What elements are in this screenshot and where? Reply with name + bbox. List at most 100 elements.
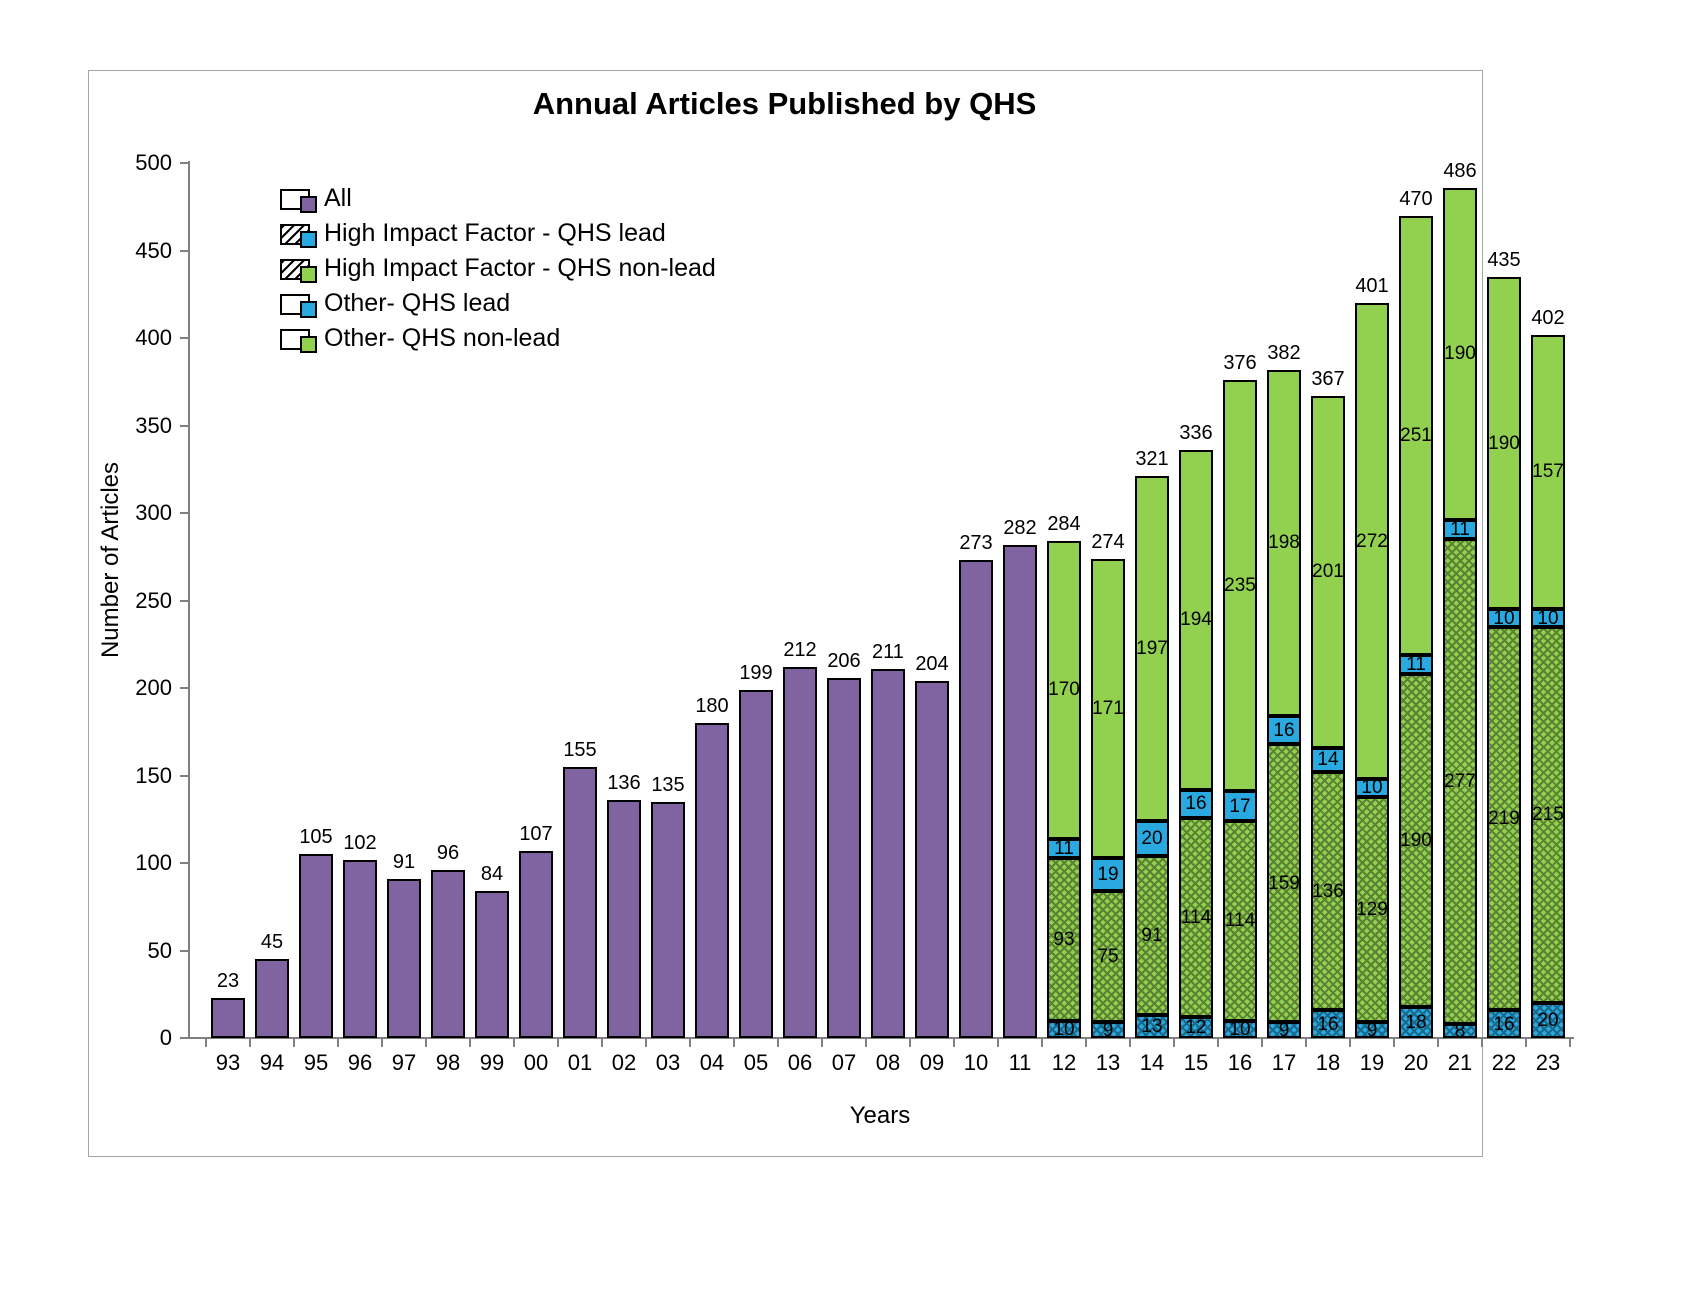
x-axis-tick (205, 1039, 207, 1047)
legend-label: All (324, 184, 352, 212)
x-axis-tick (513, 1039, 515, 1047)
x-axis-tick (953, 1039, 955, 1047)
x-axis-tick (1349, 1039, 1351, 1047)
x-tick-label-08: 08 (875, 1050, 901, 1075)
bar-segment-14-high-impact-factor-qhs-non-lead: 91 (1135, 856, 1169, 1016)
x-tick-label-20: 20 (1403, 1050, 1429, 1075)
bar-total-label-16: 376 (1223, 352, 1257, 374)
segment-value-label: 136 (1312, 880, 1344, 902)
segment-value-label: 14 (1317, 749, 1339, 771)
segment-value-label: 12 (1185, 1017, 1207, 1038)
x-axis-tick (909, 1039, 911, 1047)
y-axis-tick (180, 599, 188, 602)
segment-value-label: 197 (1136, 638, 1168, 660)
x-tick-label-06: 06 (787, 1050, 813, 1075)
bar-segment-10-all (959, 560, 993, 1038)
bar-segment-00-all (519, 850, 553, 1038)
bar-segment-04-all (695, 723, 729, 1038)
x-tick-label-98: 98 (435, 1050, 461, 1075)
segment-value-label: 129 (1356, 898, 1388, 920)
y-axis-tick (180, 862, 188, 864)
legend-item: Other- QHS non-lead (280, 321, 716, 356)
bar-segment-97-all (387, 878, 421, 1038)
bar-total-label-00: 107 (519, 822, 553, 845)
bar-total-label-14: 321 (1135, 448, 1169, 471)
segment-value-label: 16 (1185, 793, 1207, 814)
bar-total-label-93: 23 (216, 969, 240, 992)
bar-total-label-19: 401 (1355, 275, 1389, 297)
bar-segment-19-other-qhs-non-lead: 272 (1355, 303, 1389, 779)
x-axis-tick (733, 1039, 735, 1047)
x-axis-tick (821, 1039, 823, 1047)
segment-value-label: 11 (1406, 653, 1426, 675)
segment-value-label: 215 (1532, 804, 1564, 826)
x-axis-tick (997, 1039, 999, 1047)
y-axis-tick (180, 687, 188, 689)
segment-value-label: 219 (1488, 807, 1520, 829)
legend-item: High Impact Factor - QHS non-lead (280, 251, 716, 286)
bar-segment-15-other-qhs-lead: 16 (1179, 789, 1213, 818)
bar-segment-12-high-impact-factor-qhs-lead: 10 (1047, 1020, 1081, 1039)
bar-total-label-08: 211 (872, 640, 904, 663)
x-tick-label-16: 16 (1227, 1050, 1253, 1075)
x-tick-label-10: 10 (963, 1050, 989, 1075)
bar-total-label-23: 402 (1531, 306, 1565, 329)
x-tick-label-02: 02 (611, 1050, 637, 1075)
bar-segment-15-other-qhs-non-lead: 194 (1179, 450, 1213, 790)
bar-segment-15-high-impact-factor-qhs-non-lead: 114 (1179, 817, 1213, 1017)
x-tick-label-09: 09 (919, 1050, 945, 1075)
bar-total-label-95: 105 (299, 826, 333, 849)
segment-value-label: 251 (1400, 424, 1432, 446)
y-tick-label: 350 (135, 412, 172, 438)
legend-item: High Impact Factor - QHS lead (280, 216, 716, 251)
y-tick-label: 500 (135, 150, 172, 175)
bar-segment-17-other-qhs-lead: 16 (1267, 716, 1301, 744)
x-tick-label-17: 17 (1271, 1050, 1297, 1075)
segment-value-label: 194 (1180, 609, 1212, 631)
x-axis-tick (1305, 1039, 1307, 1047)
x-axis-title: Years (849, 1102, 911, 1129)
bar-segment-20-high-impact-factor-qhs-lead: 18 (1399, 1006, 1433, 1038)
legend-key-color-box (300, 196, 317, 213)
x-axis-tick (249, 1039, 251, 1047)
bar-total-label-05: 199 (739, 661, 773, 684)
x-tick-label-12: 12 (1051, 1050, 1077, 1075)
bar-segment-14-other-qhs-non-lead: 197 (1135, 476, 1169, 821)
chart-title: Annual Articles Published by QHS (532, 86, 1037, 121)
bar-total-label-99: 84 (480, 863, 504, 885)
segment-value-label: 11 (1450, 519, 1470, 541)
bar-total-label-10: 273 (959, 532, 993, 555)
segment-value-label: 10 (1537, 607, 1559, 629)
bar-total-label-06: 212 (783, 639, 817, 661)
x-tick-label-21: 21 (1447, 1050, 1473, 1075)
x-axis-tick (1217, 1039, 1219, 1047)
bar-segment-01-all (563, 766, 597, 1038)
segment-value-label: 93 (1053, 928, 1075, 950)
y-axis-tick (180, 162, 188, 164)
x-tick-label-01: 01 (567, 1050, 593, 1075)
segment-value-label: 9 (1102, 1019, 1114, 1041)
bar-segment-19-high-impact-factor-qhs-lead: 9 (1355, 1019, 1389, 1041)
bar-segment-13-other-qhs-lead: 19 (1091, 857, 1125, 891)
bar-segment-23-high-impact-factor-qhs-lead: 20 (1531, 1003, 1565, 1038)
legend-key-icon (280, 329, 317, 353)
x-axis-tick (557, 1039, 559, 1047)
bar-segment-17-other-qhs-non-lead: 198 (1267, 369, 1301, 716)
segment-value-label: 16 (1493, 1013, 1515, 1035)
bar-segment-19-high-impact-factor-qhs-non-lead: 129 (1355, 796, 1389, 1023)
bar-segment-98-all (431, 870, 465, 1038)
bar-segment-05-all (739, 689, 773, 1038)
segment-value-label: 235 (1224, 575, 1256, 597)
bar-segment-94-all (255, 959, 289, 1038)
y-axis-tick (180, 249, 188, 252)
segment-value-label: 20 (1537, 1010, 1559, 1031)
segment-value-label: 9 (1366, 1019, 1378, 1041)
x-tick-label-97: 97 (391, 1050, 417, 1075)
segment-value-label: 9 (1278, 1019, 1290, 1041)
bar-total-label-96: 102 (343, 831, 377, 854)
bar-segment-96-all (343, 859, 377, 1038)
bar-segment-06-all (783, 667, 817, 1038)
segment-value-label: 10 (1229, 1018, 1251, 1040)
x-tick-label-14: 14 (1139, 1050, 1165, 1075)
